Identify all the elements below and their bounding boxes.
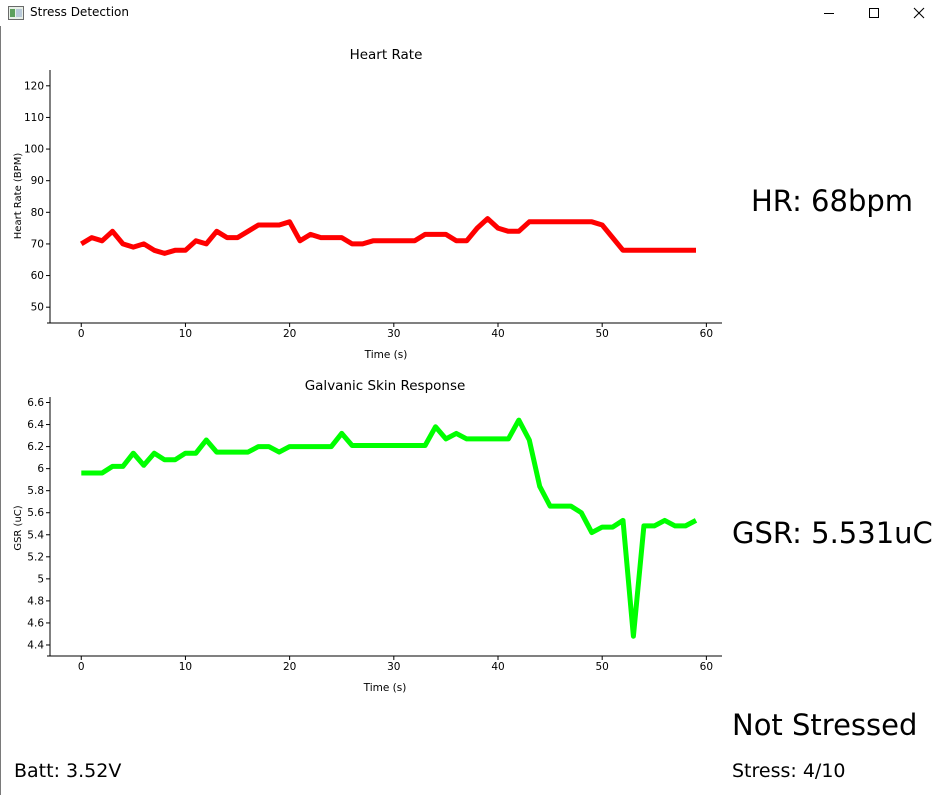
series-line [80, 216, 696, 256]
y-tick-label: 5 [37, 573, 44, 585]
chart-title: Galvanic Skin Response [305, 378, 466, 394]
x-tick-label: 40 [491, 328, 504, 340]
app-icon [8, 6, 24, 20]
window-border [0, 26, 1, 795]
x-tick-label: 30 [387, 661, 400, 673]
maximize-button[interactable] [851, 0, 897, 26]
stress-status: Not Stressed [732, 708, 918, 742]
chart-title: Heart Rate [350, 47, 423, 63]
x-axis-label: Time (s) [364, 349, 408, 361]
x-tick-label: 10 [179, 661, 192, 673]
x-tick-label: 40 [491, 661, 504, 673]
x-tick-label: 0 [78, 661, 85, 673]
y-tick-label: 60 [31, 270, 44, 282]
y-tick-label: 120 [24, 80, 44, 92]
maximize-icon [869, 8, 879, 18]
x-tick-label: 60 [700, 328, 713, 340]
battery-voltage: Batt: 3.52V [14, 760, 122, 782]
y-tick-label: 5.6 [27, 507, 44, 519]
y-tick-label: 100 [24, 144, 44, 156]
x-tick-label: 20 [283, 328, 296, 340]
x-tick-label: 10 [179, 328, 192, 340]
x-tick-label: 60 [700, 661, 713, 673]
x-axis-label: Time (s) [363, 682, 407, 694]
title-bar[interactable]: Stress Detection [0, 0, 942, 26]
minimize-icon [824, 13, 834, 14]
y-tick-label: 80 [31, 207, 44, 219]
y-tick-label: 6.4 [27, 419, 44, 431]
x-tick-label: 50 [595, 328, 608, 340]
y-tick-label: 5.2 [27, 551, 44, 563]
x-tick-label: 50 [595, 661, 608, 673]
series-line [81, 417, 698, 639]
y-tick-label: 4.4 [27, 639, 44, 651]
gsr-readout: GSR: 5.531uC [732, 516, 933, 550]
y-tick-label: 110 [24, 112, 44, 124]
y-tick-label: 50 [31, 302, 44, 314]
y-tick-label: 6.6 [27, 397, 44, 409]
y-tick-label: 6.2 [27, 441, 44, 453]
y-tick-label: 5.8 [27, 485, 44, 497]
x-tick-label: 30 [387, 328, 400, 340]
gsr-chart: Galvanic Skin Response GSR (uC) Time (s)… [13, 378, 722, 694]
y-tick-label: 5.4 [27, 529, 44, 541]
y-tick-label: 90 [31, 175, 44, 187]
x-tick-label: 0 [78, 328, 85, 340]
y-tick-label: 4.8 [27, 595, 44, 607]
y-axis-label: GSR (uC) [13, 505, 24, 550]
y-tick-label: 70 [31, 238, 44, 250]
window-title: Stress Detection [30, 5, 129, 19]
close-button[interactable] [896, 0, 942, 26]
minimize-button[interactable] [806, 0, 852, 26]
stress-level: Stress: 4/10 [732, 760, 846, 782]
y-tick-label: 4.6 [27, 617, 44, 629]
heart-rate-chart: Heart Rate Heart Rate (BPM) Time (s) 50 6… [13, 47, 722, 361]
x-tick-label: 20 [283, 661, 296, 673]
y-axis-label: Heart Rate (BPM) [13, 153, 24, 240]
y-tick-label: 6 [37, 463, 44, 475]
close-icon [913, 7, 925, 19]
heart-rate-readout: HR: 68bpm [751, 184, 914, 218]
